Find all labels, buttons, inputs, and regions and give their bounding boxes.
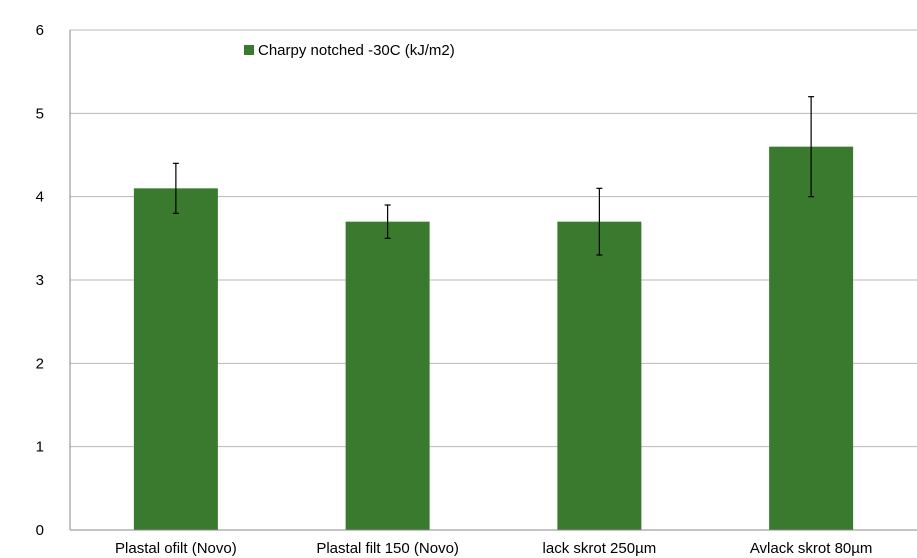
y-tick-label: 2: [36, 355, 44, 372]
bar: [133, 188, 218, 531]
y-tick-label: 6: [36, 22, 44, 39]
x-tick-labels: Plastal ofilt (Novo) Plastal filt 150 (No…: [115, 540, 872, 557]
y-tick-label: 3: [36, 272, 44, 289]
y-tick-labels: 0 1 2 3 4 5 6: [36, 22, 44, 539]
error-bar: [172, 162, 179, 214]
bar: [557, 221, 642, 530]
x-tick-label: Plastal ofilt (Novo): [115, 540, 237, 557]
error-bar: [808, 96, 815, 198]
x-tick-label: Plastal filt 150 (Novo): [316, 540, 459, 557]
legend-label: Charpy notched -30C (kJ/m2): [258, 42, 455, 59]
legend-swatch: [244, 45, 254, 55]
bar: [769, 146, 854, 530]
y-tick-label: 4: [36, 189, 44, 206]
bar: [345, 221, 430, 530]
y-tick-label: 5: [36, 105, 44, 122]
bars: [133, 146, 854, 531]
x-tick-label: Avlack skrot 80µm: [750, 540, 873, 557]
error-bar: [596, 187, 603, 256]
error-bars: [172, 96, 815, 256]
error-bar: [384, 204, 391, 239]
y-tick-label: 0: [36, 522, 44, 539]
y-tick-label: 1: [36, 439, 44, 456]
x-tick-label: lack skrot 250µm: [543, 540, 657, 557]
legend: Charpy notched -30C (kJ/m2): [244, 42, 455, 59]
